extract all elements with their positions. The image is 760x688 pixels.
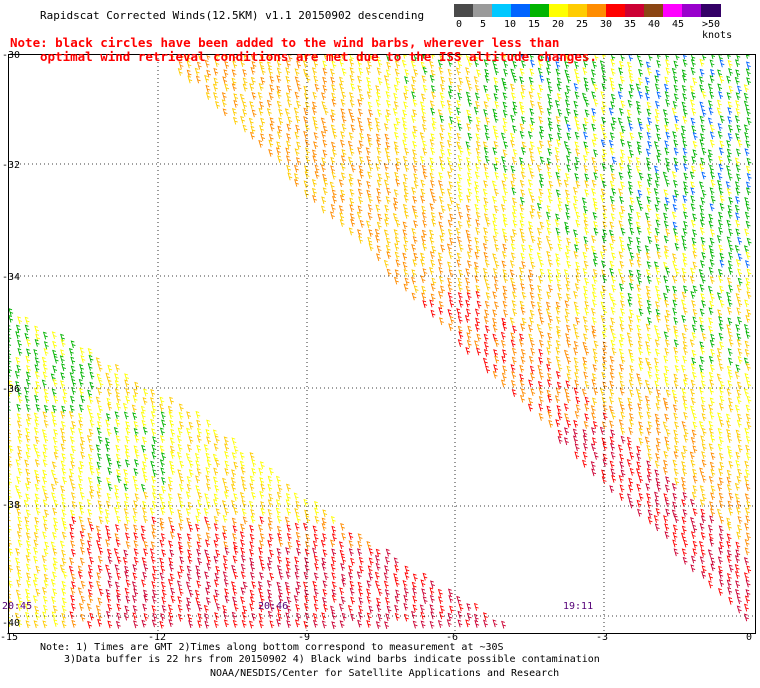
lat-label-30: -30 <box>2 50 21 61</box>
legend-swatch <box>644 4 664 17</box>
warning-note-line-2: optimal wind retrieval conditions are me… <box>40 49 597 64</box>
legend-label: 30 <box>600 19 613 30</box>
legend-swatch <box>454 4 474 17</box>
lat-label-38: -38 <box>2 500 21 511</box>
lat-label-32: -32 <box>2 160 21 171</box>
lon-label-3: -3 <box>596 632 609 643</box>
legend-label: 15 <box>528 19 541 30</box>
lat-lon-grid <box>8 54 756 634</box>
time-label-2: 20:46 <box>258 601 289 612</box>
legend-swatch <box>511 4 531 17</box>
legend-swatch <box>549 4 569 17</box>
legend-swatch <box>606 4 626 17</box>
legend-swatch <box>625 4 645 17</box>
legend-swatch <box>492 4 512 17</box>
map-frame <box>8 54 756 634</box>
wind-swaths <box>8 54 752 630</box>
wind-barb-map <box>8 54 756 634</box>
legend-swatch <box>663 4 683 17</box>
map-title: Rapidscat Corrected Winds(12.5KM) v1.1 2… <box>40 9 425 22</box>
footer-note-1: Note: 1) Times are GMT 2)Times along bot… <box>40 642 504 653</box>
legend-swatch <box>473 4 493 17</box>
legend-label: 45 <box>672 19 685 30</box>
legend-label: 0 <box>456 19 463 30</box>
lat-label-34: -34 <box>2 272 21 283</box>
warning-note-line-1: Note: black circles have been added to t… <box>10 35 560 50</box>
time-label-3: 19:11 <box>563 601 594 612</box>
lat-label-40: -40 <box>2 618 21 629</box>
legend-swatch <box>682 4 702 17</box>
lon-label-6: -6 <box>446 632 459 643</box>
legend-label: 40 <box>648 19 661 30</box>
lon-label-9: -9 <box>298 632 311 643</box>
legend-swatch <box>587 4 607 17</box>
legend-label: 25 <box>576 19 589 30</box>
time-label-1: 20:45 <box>2 601 33 612</box>
footer-note-2: 3)Data buffer is 22 hrs from 20150902 4)… <box>64 654 600 665</box>
legend-label: >50 knots <box>702 19 733 41</box>
legend-label: 20 <box>552 19 565 30</box>
legend-swatch <box>701 4 721 17</box>
legend-swatch <box>530 4 550 17</box>
legend-swatch <box>568 4 588 17</box>
lon-label-0: 0 <box>746 632 753 643</box>
legend-label: 10 <box>504 19 517 30</box>
legend-label: 35 <box>624 19 637 30</box>
lon-label-15: -15 <box>0 632 19 643</box>
lon-label-12: -12 <box>148 632 167 643</box>
legend-label: 5 <box>480 19 487 30</box>
lat-label-36: -36 <box>2 384 21 395</box>
footer-credit: NOAA/NESDIS/Center for Satellite Applica… <box>210 668 560 679</box>
